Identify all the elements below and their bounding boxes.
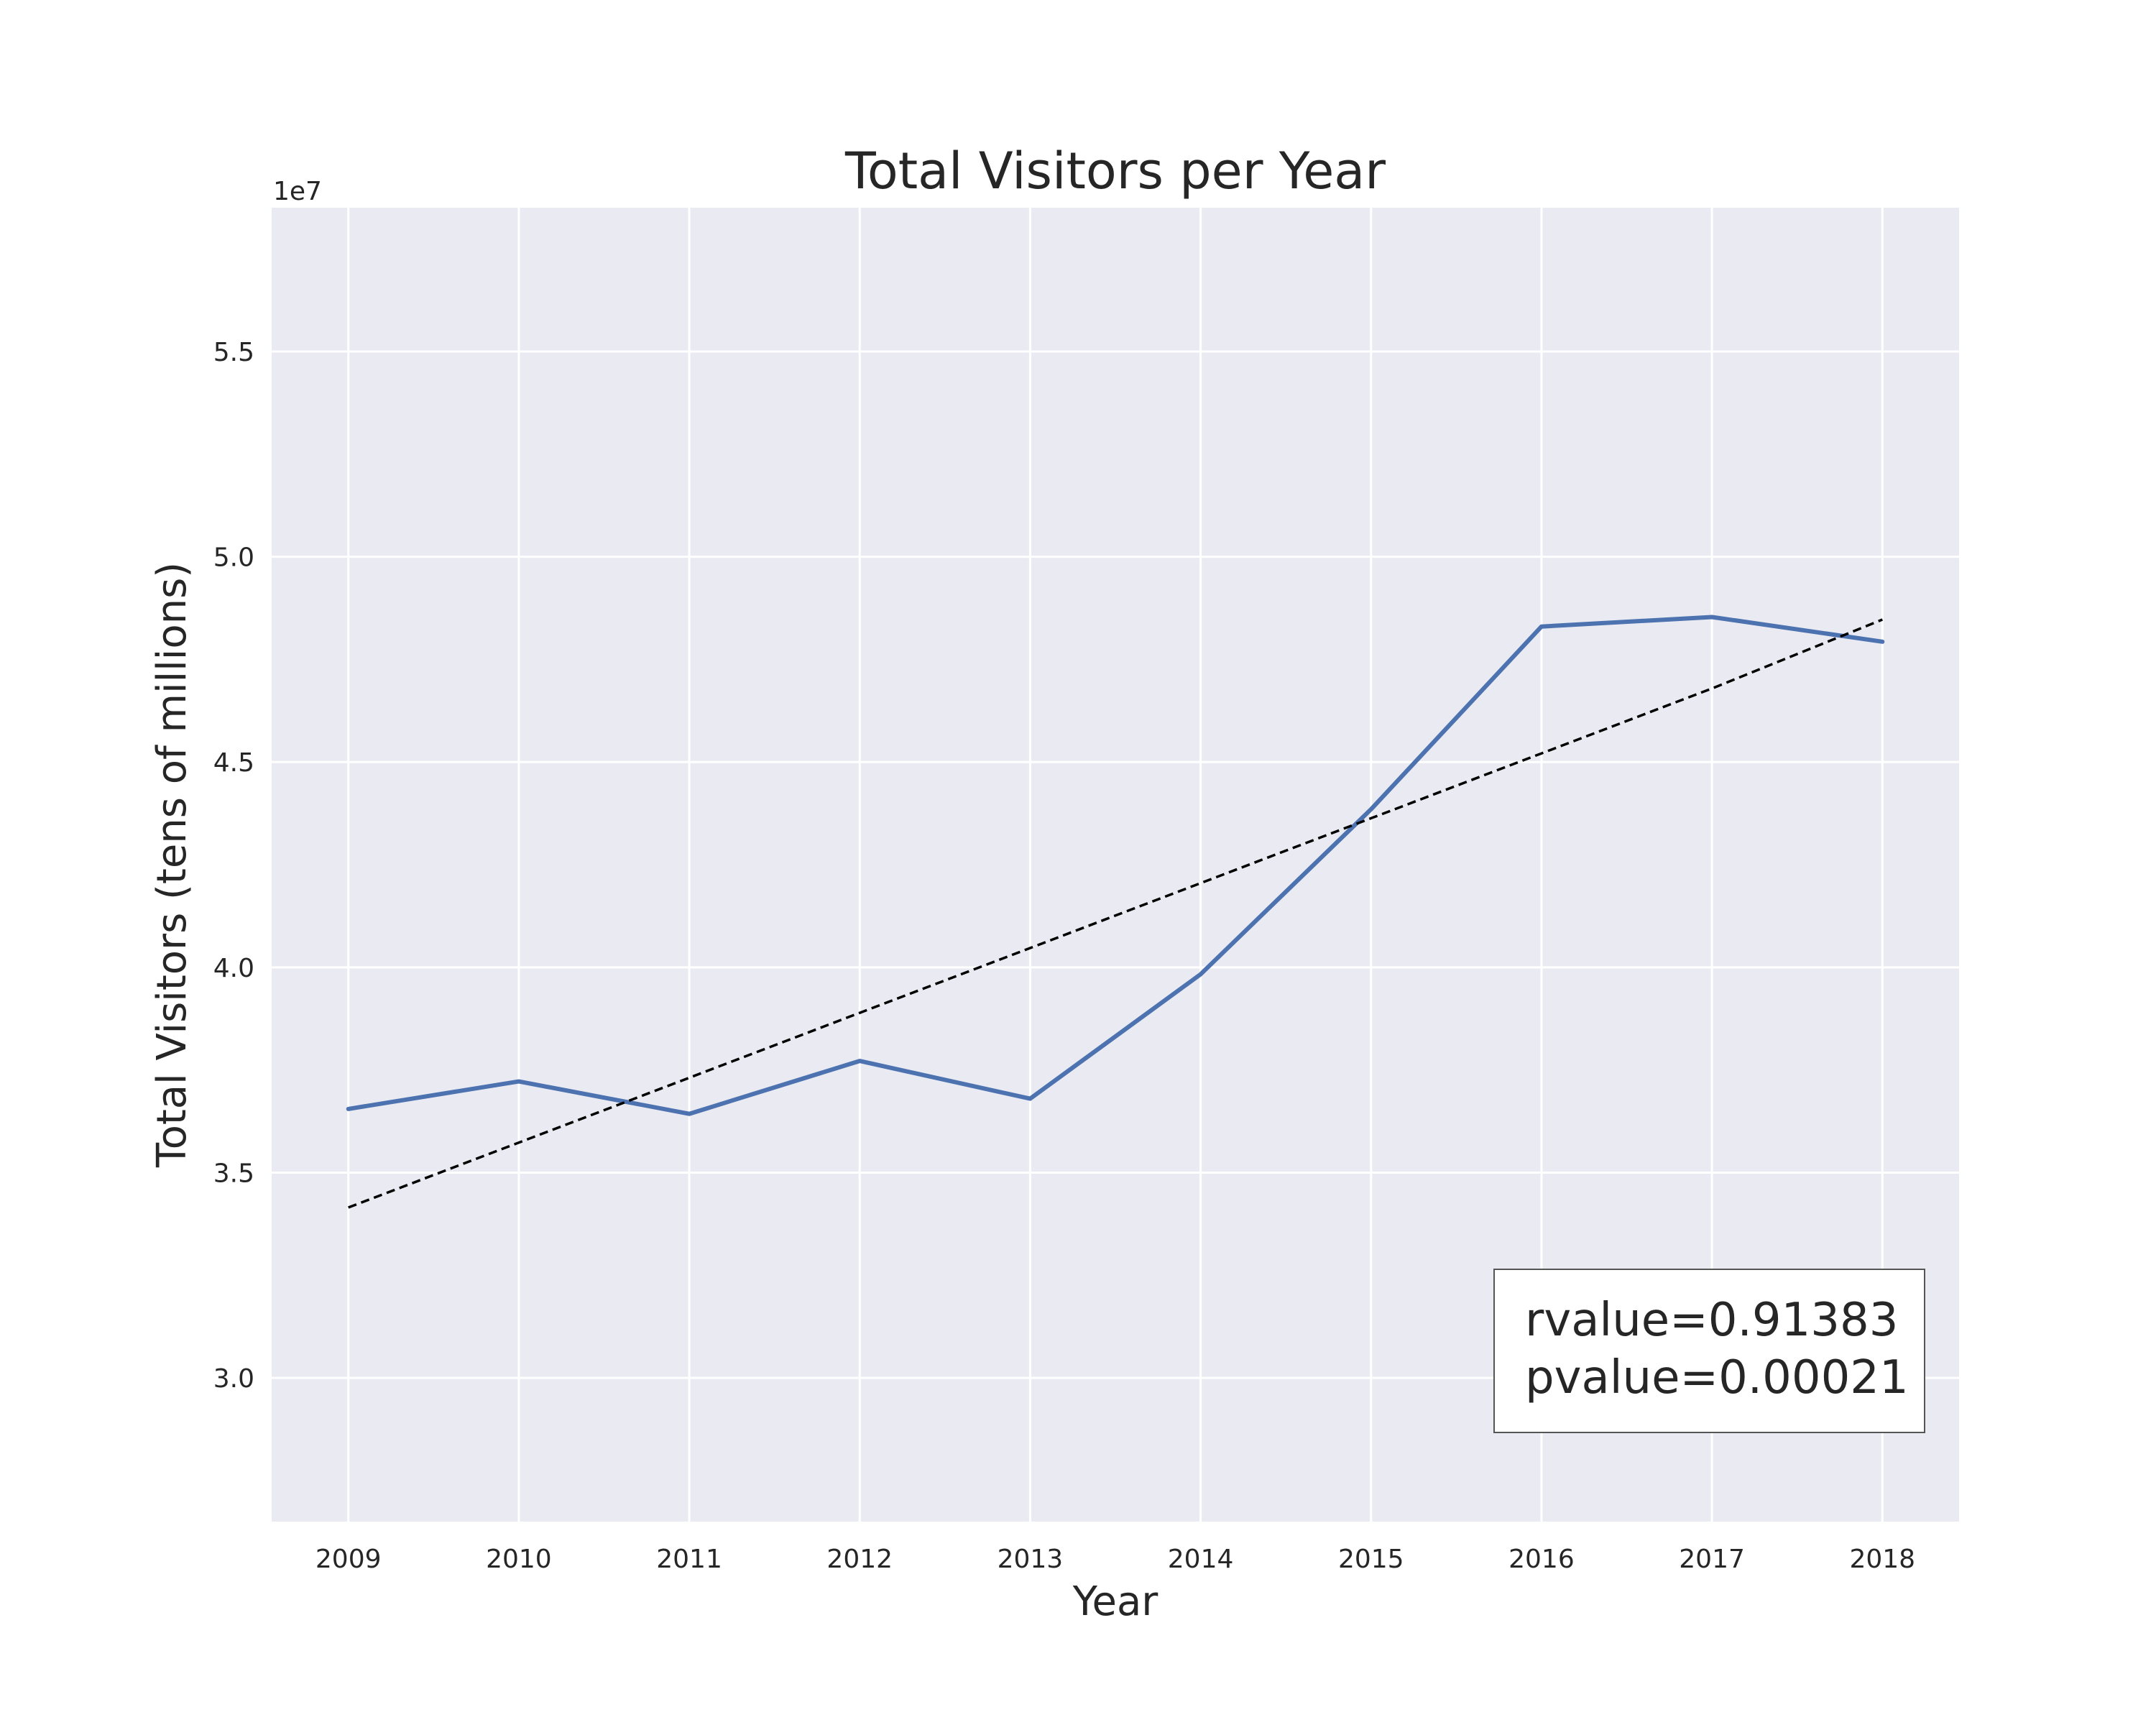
y-tick-label: 4.5 (213, 748, 254, 778)
series-layer (346, 615, 1885, 1209)
x-tick-label: 2011 (656, 1545, 722, 1574)
x-tick-label: 2015 (1338, 1545, 1404, 1574)
x-axis-title: Year (1072, 1578, 1159, 1625)
y-axis-title: Total Visitors (tens of millions) (149, 562, 195, 1168)
y-tick-label: 3.0 (213, 1364, 254, 1394)
y-tick-labels: 3.0 3.5 4.0 4.5 5.0 5.5 (213, 338, 254, 1394)
y-axis-offset-label: 1e7 (273, 177, 322, 206)
x-tick-label: 2010 (486, 1545, 552, 1574)
x-tick-label: 2014 (1168, 1545, 1234, 1574)
annotation-box-frame (1493, 1269, 1925, 1433)
y-gridlines (272, 350, 1959, 1379)
y-tick-label: 5.0 (213, 543, 254, 573)
y-tick-label: 5.5 (213, 338, 254, 367)
x-tick-label: 2013 (998, 1545, 1064, 1574)
y-tick-label: 4.0 (213, 954, 254, 983)
y-tick-label: 3.5 (213, 1159, 254, 1188)
x-tick-label: 2017 (1679, 1545, 1745, 1574)
x-tick-label: 2012 (826, 1545, 893, 1574)
x-tick-label: 2016 (1508, 1545, 1575, 1574)
x-tick-label: 2018 (1849, 1545, 1915, 1574)
chart-title: Total Visitors per Year (844, 142, 1386, 201)
stats-annotation-box: rvalue=0.91383 pvalue=0.00021 (1493, 1269, 1925, 1433)
annotation-rvalue: rvalue=0.91383 (1525, 1294, 1898, 1347)
x-tick-label: 2009 (315, 1545, 382, 1574)
annotation-pvalue: pvalue=0.00021 (1525, 1351, 1909, 1404)
visitors-line (346, 615, 1885, 1116)
trendline (348, 618, 1883, 1209)
x-tick-labels: 2009 2010 2011 2012 2013 2014 2015 2016 2017 2018 (315, 1545, 1915, 1574)
